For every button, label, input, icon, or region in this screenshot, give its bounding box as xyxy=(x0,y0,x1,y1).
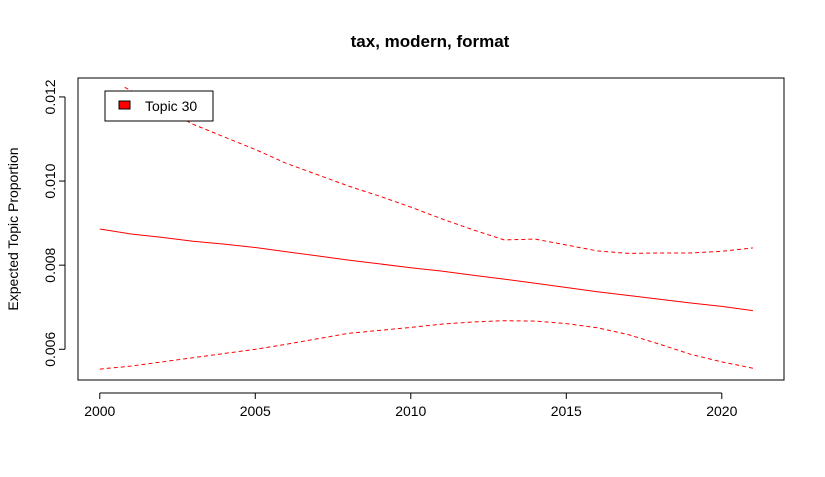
x-tick-label: 2020 xyxy=(706,403,737,419)
chart-title: tax, modern, format xyxy=(351,32,510,51)
legend-swatch xyxy=(118,100,131,110)
y-tick-label: 0.010 xyxy=(42,163,58,198)
x-tick-label: 2000 xyxy=(84,403,115,419)
series-layer xyxy=(99,86,753,370)
x-axis: 2000 2005 2010 2015 2020 xyxy=(84,392,738,419)
plot-frame xyxy=(77,77,785,381)
y-tick-label: 0.012 xyxy=(42,79,58,114)
series-line-lower xyxy=(99,320,753,370)
y-axis-label: Expected Topic Proportion xyxy=(5,147,21,310)
legend-entry-label: Topic 30 xyxy=(145,98,197,114)
series-line-upper xyxy=(124,86,753,254)
x-tick-label: 2005 xyxy=(240,403,271,419)
y-tick-label: 0.008 xyxy=(42,247,58,282)
series-line-estimate xyxy=(99,228,753,312)
y-tick-label: 0.006 xyxy=(42,332,58,367)
y-axis: 0.006 0.008 0.010 0.012 xyxy=(42,79,66,367)
x-tick-label: 2015 xyxy=(551,403,582,419)
legend: Topic 30 xyxy=(104,90,214,122)
x-tick-label: 2010 xyxy=(395,403,426,419)
